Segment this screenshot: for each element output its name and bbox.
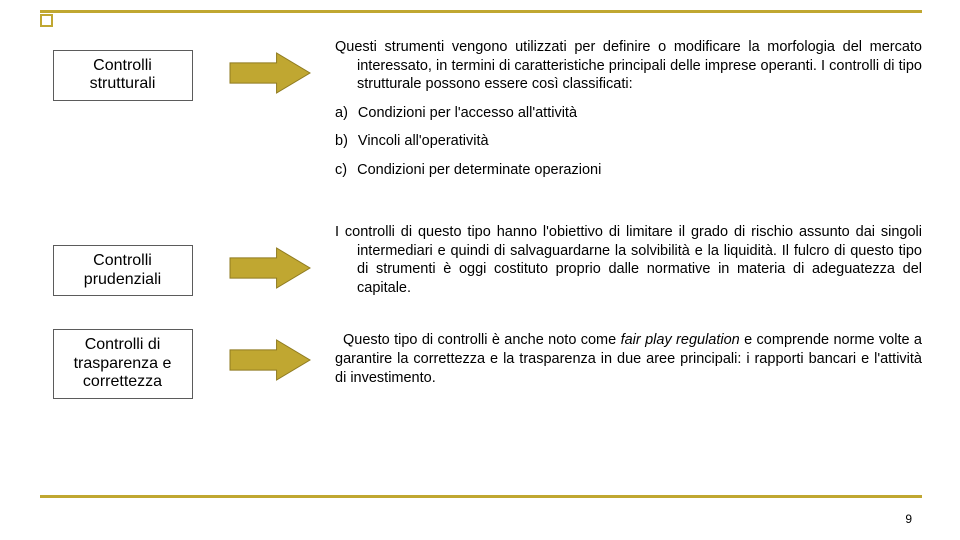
slide-content: Controlli strutturali Questi strumenti v… — [40, 34, 922, 484]
label-box-prudenziali: Controlli prudenziali — [53, 245, 193, 296]
list-item: a) Condizioni per l'accesso all'attività — [335, 104, 922, 123]
label-line: prudenziali — [84, 271, 161, 288]
arrow-icon — [229, 339, 311, 381]
arrow-icon — [229, 247, 311, 289]
top-square-ornament — [40, 14, 53, 27]
section-row: Controlli prudenziali I controlli di que… — [40, 223, 922, 297]
list-text: Condizioni per l'accesso all'attività — [358, 104, 577, 123]
list-item: b) Vincoli all'operatività — [335, 132, 922, 151]
text-column: I controlli di questo tipo hanno l'obiet… — [335, 223, 922, 297]
body-text: I controlli di questo tipo hanno l'obiet… — [335, 223, 922, 297]
label-box-trasparenza: Controlli di trasparenza e correttezza — [53, 329, 193, 398]
body-italic: fair play regulation — [621, 332, 740, 348]
label-column: Controlli di trasparenza e correttezza — [40, 327, 205, 398]
body-text: Questi strumenti vengono utilizzati per … — [335, 38, 922, 94]
section-row: Controlli strutturali Questi strumenti v… — [40, 38, 922, 189]
text-column: Questo tipo di controlli è anche noto co… — [335, 327, 922, 387]
label-line: Controlli — [93, 57, 152, 74]
label-line: correttezza — [83, 373, 162, 390]
page-number: 9 — [905, 512, 912, 526]
bottom-rule — [40, 495, 922, 498]
top-rule — [40, 10, 922, 13]
list-marker: b) — [335, 132, 348, 151]
arrow-icon — [229, 52, 311, 94]
arrow-column — [205, 223, 335, 289]
label-line: Controlli — [93, 252, 152, 269]
list-marker: c) — [335, 161, 347, 180]
text-column: Questi strumenti vengono utilizzati per … — [335, 38, 922, 189]
label-line: trasparenza e — [74, 355, 172, 372]
label-box-strutturali: Controlli strutturali — [53, 50, 193, 101]
list-text: Condizioni per determinate operazioni — [357, 161, 601, 180]
body-pre: Questo tipo di controlli è anche noto co… — [343, 332, 621, 348]
label-line: strutturali — [90, 75, 156, 92]
label-line: Controlli di — [85, 336, 161, 353]
list-item: c) Condizioni per determinate operazioni — [335, 161, 922, 180]
arrow-column — [205, 327, 335, 381]
label-column: Controlli prudenziali — [40, 223, 205, 296]
list-marker: a) — [335, 104, 348, 123]
ordered-list: a) Condizioni per l'accesso all'attività… — [335, 104, 922, 180]
body-text: Questo tipo di controlli è anche noto co… — [335, 331, 922, 387]
arrow-column — [205, 38, 335, 94]
list-text: Vincoli all'operatività — [358, 132, 489, 151]
label-column: Controlli strutturali — [40, 38, 205, 101]
section-row: Controlli di trasparenza e correttezza Q… — [40, 327, 922, 398]
